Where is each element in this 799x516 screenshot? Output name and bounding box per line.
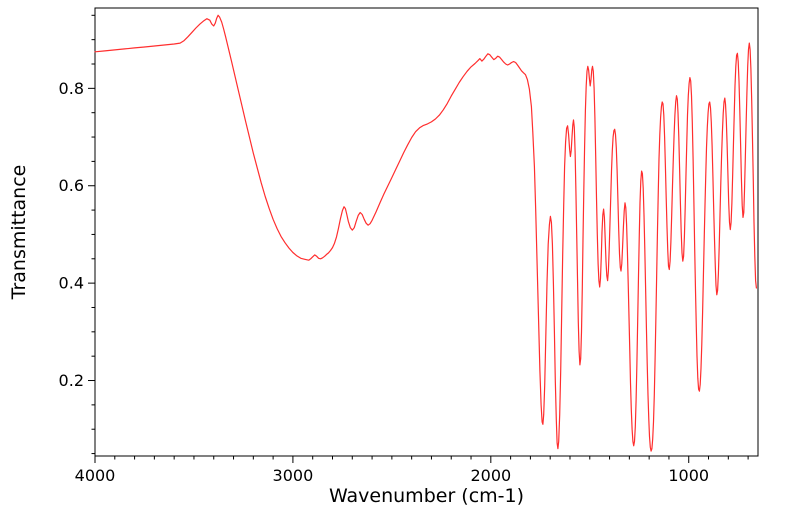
x-tick-label: 1000	[668, 466, 709, 485]
y-tick-label: 0.6	[59, 176, 84, 195]
spectrum-line	[94, 14, 758, 452]
y-tick-label: 0.2	[59, 371, 84, 390]
y-tick-label: 0.8	[59, 79, 84, 98]
x-tick-label: 3000	[273, 466, 314, 485]
x-axis-label: Wavenumber (cm-1)	[328, 485, 525, 507]
x-tick-label: 4000	[75, 466, 116, 485]
y-axis-label: Transmittance	[8, 164, 30, 300]
plot-frame	[94, 7, 759, 457]
y-tick-label: 0.4	[59, 274, 84, 293]
x-tick-label: 2000	[470, 466, 511, 485]
